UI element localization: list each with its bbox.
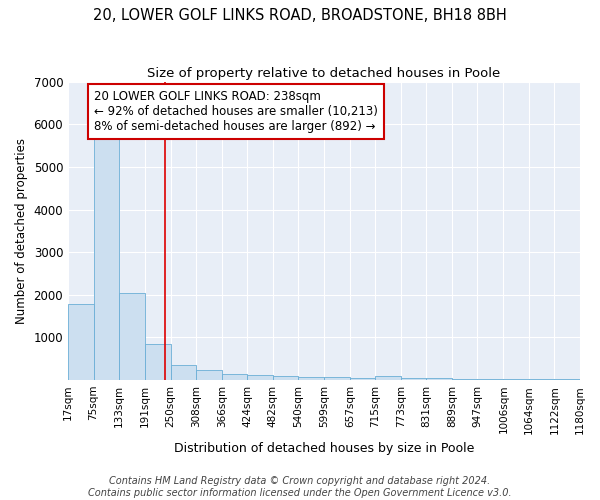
Bar xyxy=(401,378,427,380)
Title: Size of property relative to detached houses in Poole: Size of property relative to detached ho… xyxy=(148,68,500,80)
Bar xyxy=(145,344,170,380)
Text: Contains HM Land Registry data © Crown copyright and database right 2024.
Contai: Contains HM Land Registry data © Crown c… xyxy=(88,476,512,498)
Bar xyxy=(427,378,452,380)
Bar xyxy=(478,379,503,380)
Bar xyxy=(119,292,145,380)
Text: 20, LOWER GOLF LINKS ROAD, BROADSTONE, BH18 8BH: 20, LOWER GOLF LINKS ROAD, BROADSTONE, B… xyxy=(93,8,507,22)
Bar xyxy=(298,377,324,380)
Bar xyxy=(324,378,350,380)
X-axis label: Distribution of detached houses by size in Poole: Distribution of detached houses by size … xyxy=(174,442,474,455)
Bar xyxy=(68,304,94,380)
Bar xyxy=(273,376,298,380)
Bar xyxy=(452,378,478,380)
Bar xyxy=(221,374,247,380)
Y-axis label: Number of detached properties: Number of detached properties xyxy=(15,138,28,324)
Bar xyxy=(94,135,119,380)
Bar xyxy=(247,376,273,380)
Bar xyxy=(350,378,376,380)
Bar xyxy=(376,376,401,380)
Bar xyxy=(196,370,221,380)
Bar xyxy=(529,379,554,380)
Text: 20 LOWER GOLF LINKS ROAD: 238sqm
← 92% of detached houses are smaller (10,213)
8: 20 LOWER GOLF LINKS ROAD: 238sqm ← 92% o… xyxy=(94,90,378,133)
Bar xyxy=(503,379,529,380)
Bar xyxy=(170,364,196,380)
